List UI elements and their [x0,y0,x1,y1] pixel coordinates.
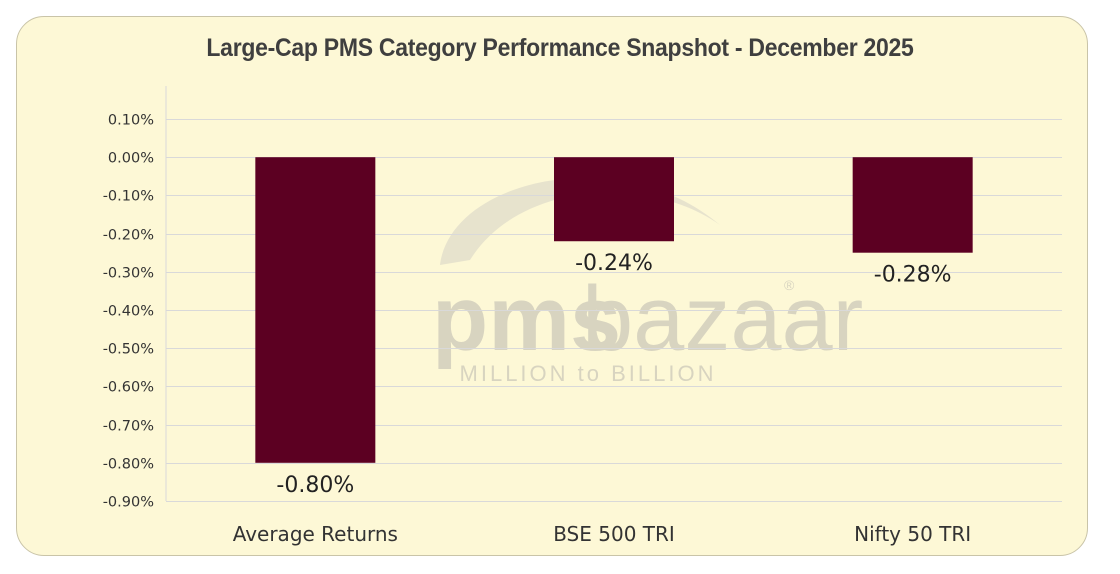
y-tick-label: -0.30% [103,266,154,282]
y-tick-label: 0.00% [108,151,154,167]
chart-title: Large-Cap PMS Category Performance Snaps… [206,34,914,62]
bar [554,157,674,242]
watermark-brand-part2: bazaar [582,268,863,370]
watermark: pms bazaar ® MILLION to BILLION [432,177,863,386]
watermark-swoosh-icon [440,177,720,265]
watermark-registered-mark: ® [784,277,795,293]
bars [255,157,973,463]
bar [255,157,376,463]
labels: -0.80% Average Returns -0.24% BSE 500 TRI -0… [233,251,972,546]
y-tick-label: -0.10% [103,189,154,205]
x-category-label: BSE 500 TRI [553,522,675,546]
chart-card [16,16,1088,556]
data-label: -0.28% [874,263,952,288]
watermark-tagline: MILLION to BILLION [460,361,717,386]
data-label: -0.80% [276,473,354,498]
x-category-label: Average Returns [233,522,398,546]
y-axis: 0.10% 0.00% -0.10% -0.20% -0.30% -0.40% -0.50%… [103,86,167,511]
y-tick-label: -0.70% [103,419,154,435]
data-label: -0.24% [575,251,653,276]
y-tick-label: -0.40% [103,304,154,320]
bar [852,157,973,253]
watermark-brand-part1: pms [432,268,621,370]
y-tick-label: -0.90% [103,495,154,511]
x-category-label: Nifty 50 TRI [854,522,971,546]
y-tick-label: -0.60% [103,380,154,396]
y-tick-label: 0.10% [108,113,154,129]
y-tick-label: -0.50% [103,342,154,358]
y-tick-label: -0.80% [103,457,154,473]
y-tick-label: -0.20% [103,228,154,244]
